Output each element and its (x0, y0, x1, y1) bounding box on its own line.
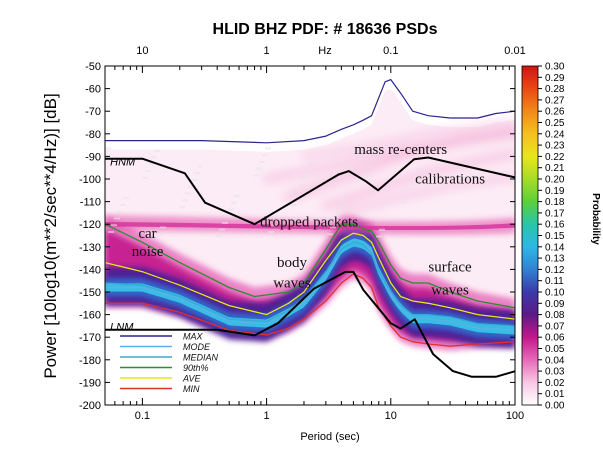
annotation: calibrations (415, 172, 485, 188)
y-tick-label: -110 (80, 197, 101, 209)
curve-lnm (105, 270, 515, 378)
colorbar-tick-label: 0.08 (545, 310, 565, 321)
y-tick-label: -100 (79, 174, 101, 186)
annotation: waves (431, 282, 469, 298)
top-tick-label: 10 (136, 45, 148, 57)
colorbar-tick-label: 0.26 (545, 107, 565, 118)
annotation: waves (273, 275, 311, 291)
colorbar-tick-label: 0.11 (545, 276, 564, 287)
colorbar-tick-label: 0.20 (545, 175, 565, 186)
x-axis-label: Period (sec) (300, 431, 359, 443)
y-tick-label: -60 (85, 84, 101, 96)
y-tick-label: -190 (79, 377, 101, 389)
colorbar-tick-label: 0.17 (545, 208, 565, 219)
colorbar-tick-label: 0.25 (545, 118, 565, 129)
y-axis: -50 -60 -70 -80 -90 -100 -110 -120 -130 -140 -150 -… (79, 61, 515, 412)
annotations: mass re-centers calibrations car noise dropp… (110, 142, 485, 333)
colorbar-tick-label: 0.16 (545, 220, 565, 231)
y-tick-label: -70 (85, 106, 101, 118)
x-tick-label: 0.1 (135, 410, 150, 422)
y-tick-label: -80 (85, 129, 101, 141)
top-tick-label: 0.1 (383, 45, 398, 57)
colorbar-tick-label: 0.29 (545, 73, 565, 84)
dropped-packets-band (105, 215, 515, 235)
colorbar-tick-label: 0.03 (545, 367, 565, 378)
annotation: LNM (110, 321, 134, 333)
colorbar-tick-label: 0.13 (545, 254, 565, 265)
curve-median (105, 241, 515, 327)
colorbar-tick-label: 0.06 (545, 333, 565, 344)
y-tick-label: -200 (79, 400, 101, 412)
colorbar-tick-label: 0.12 (545, 265, 565, 276)
y-tick-label: -180 (79, 355, 101, 367)
sparse-samples (105, 147, 422, 238)
density-haze (105, 89, 515, 308)
annotation: mass re-centers (354, 142, 447, 158)
colorbar-tick-label: 0.18 (545, 197, 565, 208)
colorbar-tick-label: 0.21 (545, 163, 565, 174)
y-tick-label: -130 (79, 242, 101, 254)
y-tick-label: -160 (79, 310, 101, 322)
y-axis-label: Power [10log10(m**2/sec**4/Hz)] [dB] (41, 93, 60, 378)
colorbar-tick-label: 0.07 (545, 321, 565, 332)
top-axis: 10 1 0.1 0.01 (136, 45, 525, 57)
annotation: dropped packets (260, 214, 358, 230)
colorbar-tick-label: 0.00 (545, 401, 565, 412)
annotation: body (277, 255, 308, 271)
legend-label: MIN (183, 384, 200, 394)
colorbar-ticks: 0.300.290.280.270.260.250.240.230.220.21… (538, 62, 565, 412)
colorbar-tick-label: 0.27 (545, 95, 565, 106)
chart-title: HLID BHZ PDF: # 18636 PSDs (213, 21, 438, 38)
curve-hnm (105, 156, 515, 226)
curve-max (105, 79, 515, 144)
colorbar-tick-label: 0.30 (545, 62, 565, 73)
y-tick-label: -150 (79, 287, 101, 299)
annotation: noise (132, 244, 164, 260)
colorbar-tick-label: 0.10 (545, 288, 565, 299)
x-tick-label: 10 (385, 410, 397, 422)
x-axis: 0.1 1 10 100 (104, 66, 524, 422)
legend-label: MEDIAN (183, 353, 219, 363)
colorbar-tick-label: 0.04 (545, 355, 565, 366)
legend-label: MAX (183, 332, 204, 342)
colorbar-tick-label: 0.02 (545, 378, 565, 389)
x-tick-label: 100 (506, 410, 524, 422)
colorbar-tick-label: 0.22 (545, 152, 565, 163)
legend-label: AVE (182, 374, 202, 384)
annotation: surface (428, 260, 472, 276)
curve-ave (105, 232, 515, 320)
y-tick-label: -120 (79, 219, 101, 231)
annotation: car (138, 226, 156, 242)
colorbar-tick-label: 0.19 (545, 186, 565, 197)
x-tick-label: 1 (264, 410, 270, 422)
colorbar-tick-label: 0.24 (545, 129, 565, 140)
y-tick-label: -50 (85, 61, 101, 73)
curve-min (105, 273, 515, 347)
y-tick-label: -90 (85, 151, 101, 163)
colorbar-tick-label: 0.28 (545, 84, 565, 95)
legend-label: MODE (183, 342, 211, 352)
top-tick-label: 1 (264, 45, 270, 57)
y-tick-label: -170 (79, 332, 101, 344)
colorbar (521, 65, 539, 406)
legend-label: 90th% (183, 363, 209, 373)
statistic-curves (105, 79, 515, 378)
plot-frame (104, 65, 516, 406)
colorbar-tick-label: 0.01 (545, 389, 565, 400)
density-high (105, 238, 515, 335)
colorbar-label: Probability (590, 193, 601, 245)
annotation: HNM (110, 156, 136, 168)
colorbar-tick-label: 0.14 (545, 242, 565, 253)
colorbar-tick-label: 0.09 (545, 299, 565, 310)
y-tick-label: -140 (79, 264, 101, 276)
top-tick-label: 0.01 (504, 45, 525, 57)
colorbar-tick-label: 0.23 (545, 141, 565, 152)
colorbar-tick-label: 0.05 (545, 344, 565, 355)
top-axis-label: Hz (318, 45, 331, 57)
curve-90th- (105, 223, 515, 309)
colorbar-tick-label: 0.15 (545, 231, 565, 242)
